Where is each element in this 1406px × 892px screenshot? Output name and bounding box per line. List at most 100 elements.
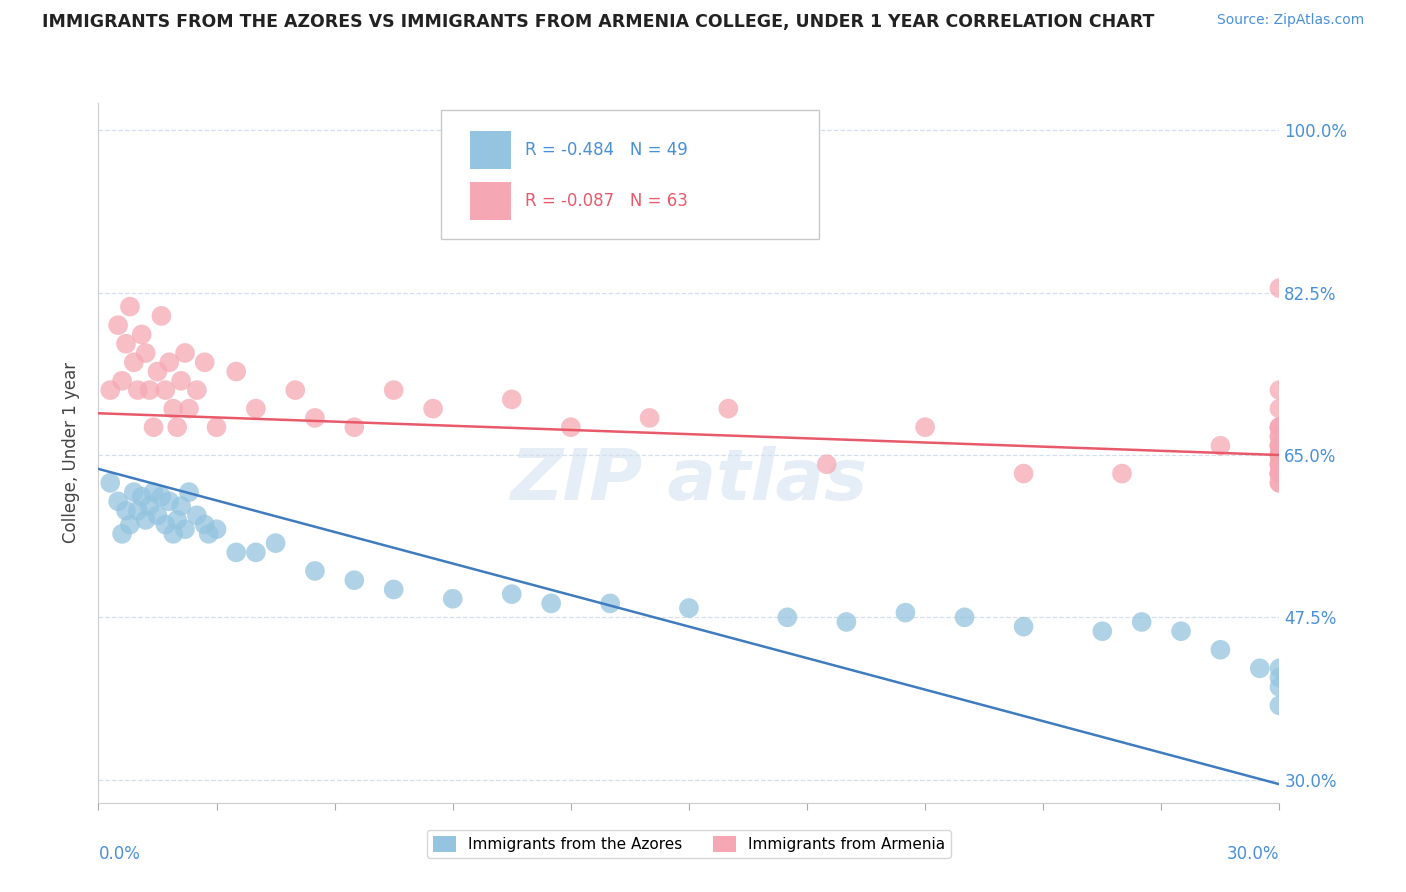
Point (1268, 429, 1291, 443)
Point (304, 411, 326, 425)
Point (162, 526, 184, 541)
Point (127, 383, 149, 397)
Point (186, 508, 208, 523)
Point (205, 522, 228, 536)
Point (115, 503, 138, 517)
Point (1170, 624, 1192, 639)
Point (343, 420, 366, 434)
Point (170, 374, 193, 388)
Point (166, 513, 188, 527)
Point (177, 485, 200, 500)
Point (1268, 457, 1291, 471)
Point (205, 420, 228, 434)
Point (194, 517, 217, 532)
Point (599, 596, 621, 610)
Point (135, 346, 157, 360)
Text: 30.0%: 30.0% (1227, 845, 1279, 863)
Point (107, 318, 129, 333)
Point (115, 336, 138, 351)
Text: IMMIGRANTS FROM THE AZORES VS IMMIGRANTS FROM ARMENIA COLLEGE, UNDER 1 YEAR CORR: IMMIGRANTS FROM THE AZORES VS IMMIGRANTS… (42, 13, 1154, 31)
Point (815, 457, 838, 471)
Point (1268, 457, 1291, 471)
Point (1249, 661, 1271, 675)
Text: R = -0.484   N = 49: R = -0.484 N = 49 (524, 141, 688, 159)
Point (638, 411, 661, 425)
Point (98, 383, 121, 397)
Point (1268, 439, 1291, 453)
Point (284, 383, 307, 397)
Point (111, 374, 134, 388)
Point (1268, 420, 1291, 434)
Point (245, 545, 267, 559)
Point (166, 420, 188, 434)
Point (157, 494, 180, 508)
Point (225, 545, 247, 559)
Point (678, 601, 700, 615)
Point (225, 365, 247, 379)
Point (1268, 467, 1291, 481)
Point (1268, 457, 1291, 471)
Point (776, 610, 799, 624)
Point (1268, 281, 1291, 295)
Point (501, 392, 523, 407)
Point (98, 475, 121, 490)
Point (1268, 475, 1291, 490)
Point (162, 401, 184, 416)
Point (150, 490, 173, 504)
Point (894, 606, 917, 620)
Point (138, 499, 160, 513)
Point (142, 485, 165, 500)
Point (127, 503, 149, 517)
Point (146, 508, 169, 523)
Point (343, 573, 366, 587)
Point (1268, 448, 1291, 462)
Point (197, 526, 219, 541)
Point (1111, 467, 1133, 481)
Point (174, 522, 197, 536)
Point (1268, 671, 1291, 685)
Point (142, 420, 165, 434)
Point (1209, 642, 1232, 657)
FancyBboxPatch shape (471, 182, 510, 220)
Point (1268, 439, 1291, 453)
Point (304, 564, 326, 578)
Point (1268, 448, 1291, 462)
Point (1268, 448, 1291, 462)
Point (1209, 439, 1232, 453)
Point (111, 526, 134, 541)
Point (131, 490, 153, 504)
Point (1268, 680, 1291, 694)
Point (1268, 439, 1291, 453)
Point (560, 420, 582, 434)
Point (1268, 467, 1291, 481)
Text: 0.0%: 0.0% (98, 845, 141, 863)
Point (131, 327, 153, 342)
Point (717, 401, 740, 416)
Point (107, 494, 129, 508)
Point (835, 615, 858, 629)
Point (157, 355, 180, 369)
Y-axis label: College, Under 1 year: College, Under 1 year (62, 362, 80, 543)
Point (135, 513, 157, 527)
Point (177, 401, 200, 416)
Point (1268, 401, 1291, 416)
Legend: Immigrants from the Azores, Immigrants from Armenia: Immigrants from the Azores, Immigrants f… (427, 830, 950, 858)
Point (1268, 698, 1291, 713)
Point (1268, 467, 1291, 481)
Point (441, 591, 464, 606)
Point (118, 300, 141, 314)
Point (1268, 383, 1291, 397)
Point (501, 587, 523, 601)
Point (174, 346, 197, 360)
Point (122, 485, 145, 500)
Point (245, 401, 267, 416)
Point (1268, 448, 1291, 462)
Point (150, 309, 173, 323)
Point (186, 383, 208, 397)
Text: R = -0.087   N = 63: R = -0.087 N = 63 (524, 192, 688, 210)
Point (1091, 624, 1114, 639)
Point (155, 517, 177, 532)
Point (264, 536, 287, 550)
Point (1268, 420, 1291, 434)
Point (422, 401, 444, 416)
